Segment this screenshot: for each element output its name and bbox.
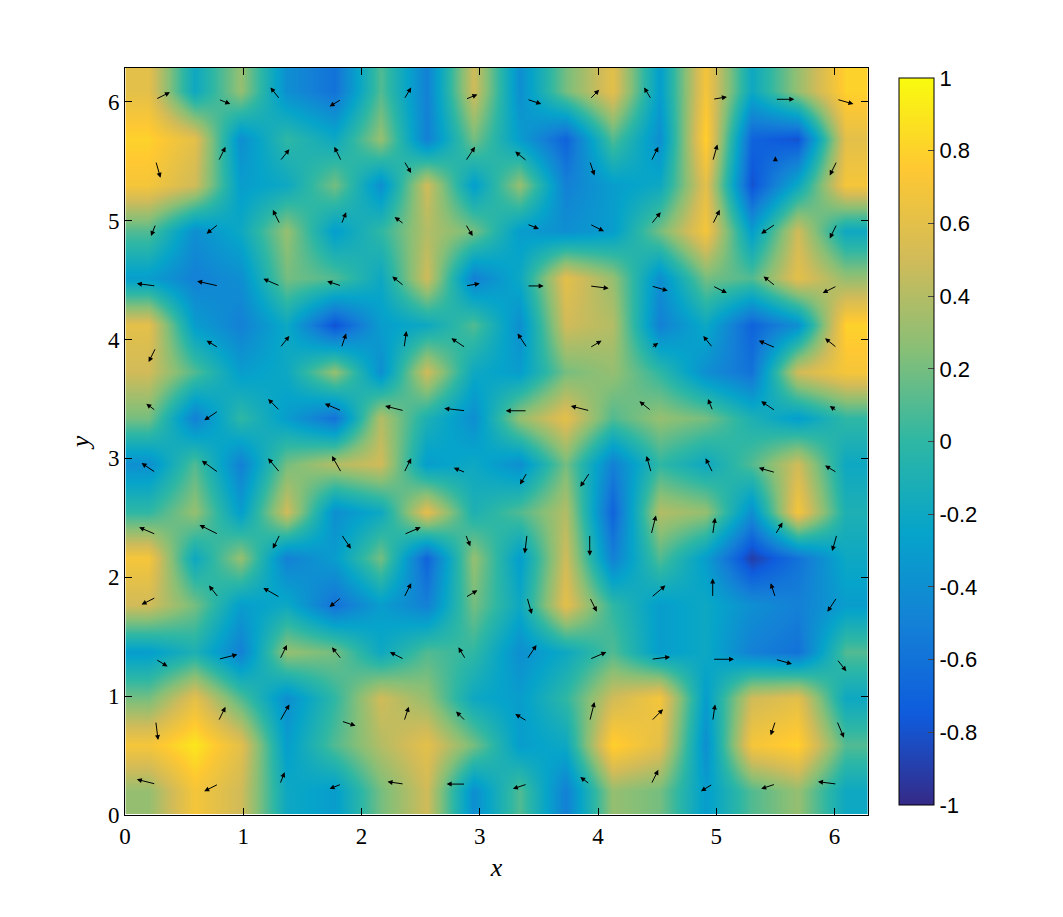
svg-text:0: 0 [108,803,120,828]
svg-text:4: 4 [592,824,604,849]
svg-text:6: 6 [829,824,841,849]
svg-text:y: y [66,435,95,450]
svg-text:0: 0 [119,824,131,849]
svg-text:2: 2 [108,565,120,590]
svg-text:3: 3 [108,446,120,471]
svg-text:0.2: 0.2 [939,357,970,382]
svg-text:0.4: 0.4 [939,284,970,309]
svg-text:5: 5 [711,824,723,849]
svg-text:x: x [490,853,503,882]
svg-text:0.6: 0.6 [939,211,970,236]
svg-text:-0.6: -0.6 [939,647,977,672]
svg-text:5: 5 [108,209,120,234]
svg-text:6: 6 [108,90,120,115]
svg-text:-0.2: -0.2 [939,502,977,527]
svg-text:4: 4 [108,328,120,353]
svg-text:-0.4: -0.4 [939,575,977,600]
svg-text:1: 1 [238,824,250,849]
svg-text:3: 3 [474,824,486,849]
svg-text:-0.8: -0.8 [939,720,977,745]
svg-text:2: 2 [356,824,368,849]
svg-text:1: 1 [939,66,951,91]
svg-text:-1: -1 [939,793,959,818]
svg-text:0: 0 [939,429,951,454]
svg-text:0.8: 0.8 [939,138,970,163]
svg-text:1: 1 [108,684,120,709]
